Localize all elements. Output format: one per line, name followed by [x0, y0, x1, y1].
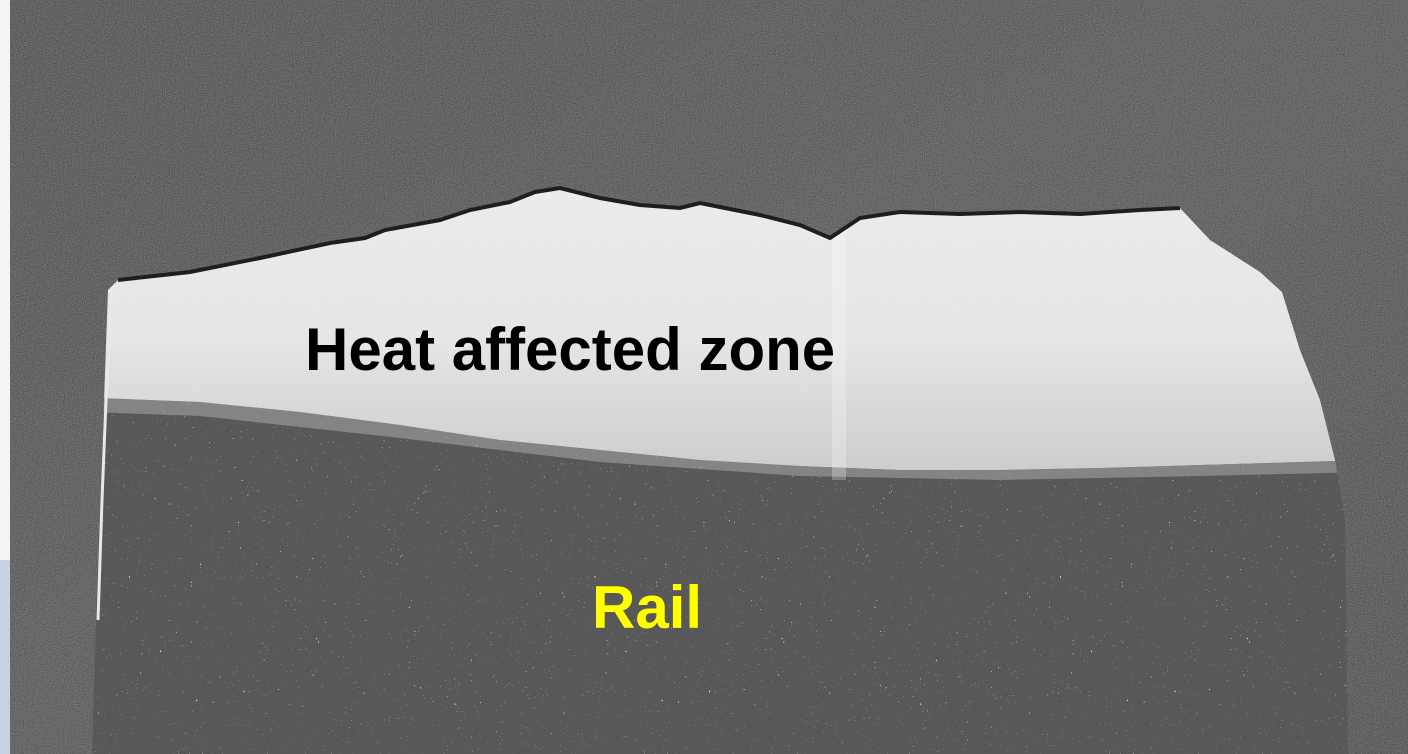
- sample-top-edge: [117, 185, 1181, 282]
- sample-left-edge: [96, 287, 114, 621]
- seam-highlight: [832, 230, 846, 480]
- heat-affected-zone-label: Heat affected zone: [305, 316, 836, 383]
- sample-section: [92, 188, 1348, 754]
- left-edge-strip: [0, 0, 10, 754]
- rail-label: Rail: [592, 574, 703, 641]
- haz-transition-band: [92, 398, 1348, 480]
- heat-affected-zone-region: [92, 188, 1348, 470]
- left-edge-strip-lower: [0, 560, 10, 754]
